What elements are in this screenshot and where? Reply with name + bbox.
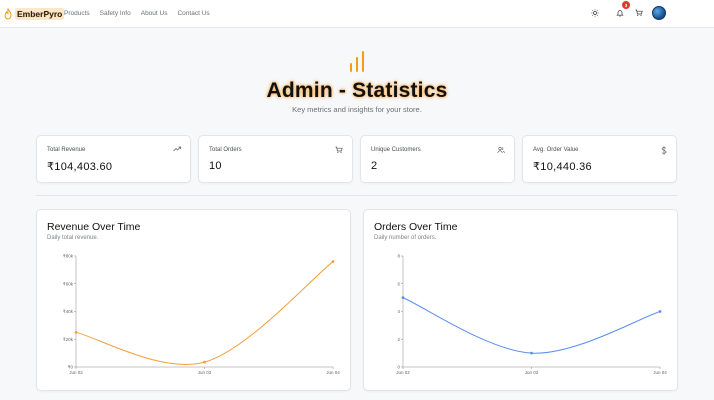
data-point — [74, 330, 78, 334]
x-tick-label: Jun 04 — [653, 370, 667, 375]
page-header: Admin - Statistics Key metrics and insig… — [0, 50, 714, 114]
bar-chart-icon — [350, 51, 364, 72]
bell-icon — [616, 10, 624, 17]
stat-card-total-orders: Total Orders 10 — [198, 135, 353, 183]
x-tick-label: Jun 04 — [326, 370, 340, 375]
y-tick-label: ₹80k — [63, 254, 74, 259]
section-divider — [36, 195, 678, 196]
cart-button[interactable] — [632, 6, 646, 20]
y-tick-label: 8 — [397, 254, 400, 259]
dollar-icon — [661, 146, 667, 155]
notification-badge: 3 — [622, 1, 630, 9]
series-line — [75, 261, 334, 365]
nav-link-products[interactable]: Products — [64, 10, 90, 17]
page-subtitle: Key metrics and insights for your store. — [292, 105, 422, 114]
data-point — [401, 296, 405, 300]
x-tick-label: Jun 03 — [525, 370, 539, 375]
data-point — [331, 260, 335, 263]
theme-toggle-button[interactable] — [588, 6, 602, 20]
top-navbar: EmberPyro Products Safety Info About Us … — [0, 0, 714, 28]
y-tick-label: ₹60k — [63, 281, 74, 286]
trending-up-icon — [173, 146, 181, 152]
notifications-button[interactable]: 3 — [613, 1, 630, 20]
stat-label: Total Orders — [209, 147, 242, 153]
nav-actions: 3 — [588, 1, 666, 20]
flame-icon — [4, 8, 12, 20]
revenue-chart-card: Revenue Over Time Daily total revenue. ₹… — [36, 209, 351, 391]
x-tick-label: Jun 02 — [396, 370, 410, 375]
y-tick-label: 2 — [397, 337, 400, 342]
y-tick-label: 4 — [397, 309, 400, 314]
brand-logo[interactable]: EmberPyro — [3, 8, 65, 20]
revenue-line-chart: ₹0 ₹20k ₹40k ₹60k ₹80k Jun 02 Jun 03 Jun 04 — [63, 254, 340, 376]
y-tick-label: 6 — [397, 281, 400, 286]
stat-card-avg-order-value: Avg. Order Value ₹10,440.36 — [522, 135, 677, 183]
chart-title: Orders Over Time — [374, 221, 458, 233]
y-tick-label: ₹20k — [63, 337, 74, 342]
page-title: Admin - Statistics — [266, 79, 448, 102]
stat-value: 10 — [209, 160, 222, 172]
data-point — [203, 360, 206, 364]
users-icon — [497, 146, 505, 154]
user-avatar[interactable] — [652, 6, 666, 20]
chart-title: Revenue Over Time — [47, 221, 141, 233]
sun-icon — [591, 9, 599, 17]
nav-link-contact-us[interactable]: Contact Us — [177, 10, 210, 17]
series-line — [402, 297, 661, 354]
x-tick-label: Jun 02 — [69, 370, 83, 375]
nav-link-safety-info[interactable]: Safety Info — [99, 10, 131, 17]
cart-icon — [635, 9, 643, 17]
stat-card-total-revenue: Total Revenue ₹104,403.60 — [36, 135, 191, 183]
y-tick-label: ₹40k — [63, 309, 74, 314]
stat-label: Total Revenue — [47, 147, 86, 153]
chart-subtitle: Daily number of orders. — [374, 235, 437, 241]
orders-chart-card: Orders Over Time Daily number of orders.… — [363, 209, 678, 391]
stat-value: ₹10,440.36 — [533, 161, 592, 173]
stat-value: 2 — [371, 160, 378, 172]
orders-line-chart: 0 2 4 6 8 Jun 02 Jun 03 Jun 04 — [396, 254, 667, 376]
chart-subtitle: Daily total revenue. — [47, 235, 99, 241]
cart-icon — [335, 146, 343, 154]
stat-card-unique-customers: Unique Customers 2 — [360, 135, 515, 183]
data-point — [658, 310, 662, 313]
nav-link-about-us[interactable]: About Us — [140, 10, 168, 17]
stat-label: Unique Customers — [371, 147, 421, 153]
data-point — [530, 351, 533, 355]
stat-value: ₹104,403.60 — [47, 161, 113, 173]
stat-label: Avg. Order Value — [533, 147, 579, 153]
x-tick-label: Jun 03 — [198, 370, 212, 375]
nav-links: Products Safety Info About Us Contact Us — [64, 10, 220, 17]
brand-name: EmberPyro — [15, 8, 65, 20]
y-tick-label: ₹0 — [68, 365, 74, 370]
y-tick-label: 0 — [397, 365, 400, 370]
